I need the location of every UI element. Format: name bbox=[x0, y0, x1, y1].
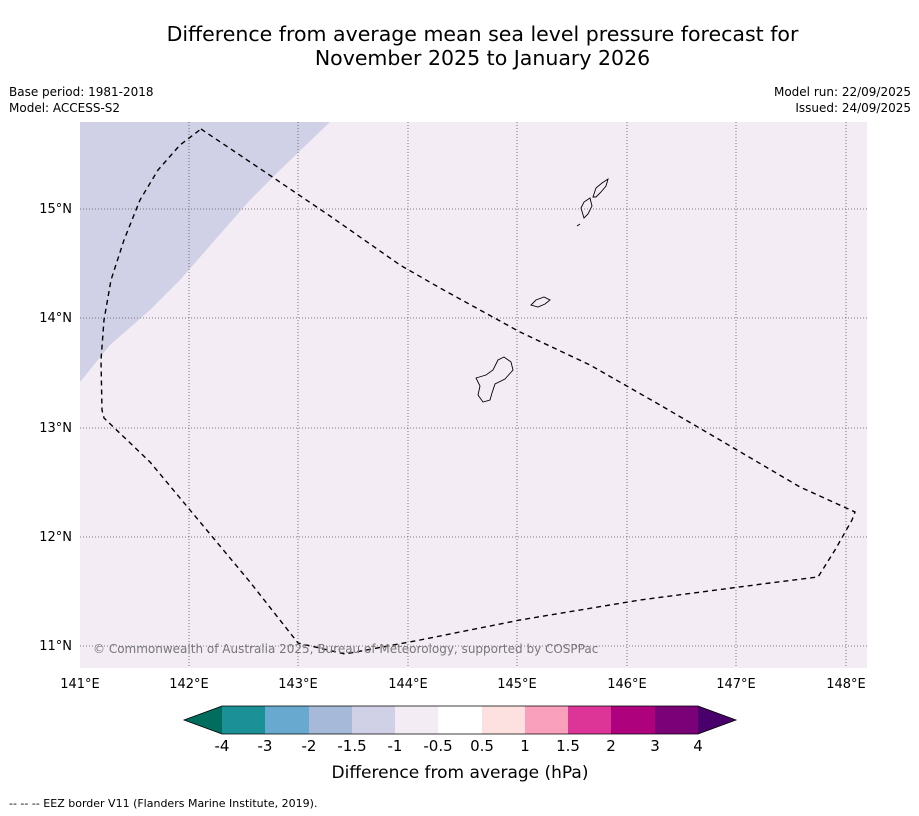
colorbar-title: Difference from average (hPa) bbox=[332, 763, 589, 783]
eez-footnote: -- -- -- EEZ border V11 (Flanders Marine… bbox=[9, 797, 318, 810]
colorbar-label: 3 bbox=[650, 737, 660, 755]
gridlines bbox=[80, 122, 867, 668]
colorbar-label: 1 bbox=[520, 737, 530, 755]
meta-left: Base period: 1981-2018 Model: ACCESS-S2 bbox=[9, 84, 154, 116]
copyright-text: © Commonwealth of Australia 2025, Bureau… bbox=[93, 642, 598, 656]
lon-label-146e: 146°E bbox=[607, 677, 647, 692]
lat-label-11n: 11°N bbox=[39, 639, 72, 654]
lon-label-148e: 148°E bbox=[826, 677, 866, 692]
island-aguijan bbox=[576, 223, 581, 227]
colorbar-label: -0.5 bbox=[423, 737, 452, 755]
lon-label-144e: 144°E bbox=[388, 677, 428, 692]
colorbar-label: -4 bbox=[215, 737, 230, 755]
colorbar-swatch-8 bbox=[525, 706, 568, 734]
colorbar-label: -3 bbox=[258, 737, 273, 755]
issued-date: Issued: 24/09/2025 bbox=[795, 101, 911, 115]
colorbar-extend-low bbox=[184, 706, 222, 734]
lat-labels: 15°N 14°N 13°N 12°N 11°N bbox=[39, 202, 72, 654]
colorbar-labels: -4 -3 -2 -1.5 -1 -0.5 0.5 1 1.5 2 3 4 bbox=[215, 737, 703, 755]
title-line-2: November 2025 to January 2026 bbox=[314, 46, 651, 70]
lon-label-145e: 145°E bbox=[497, 677, 537, 692]
colorbar-swatch-7 bbox=[482, 706, 525, 734]
colorbar-label: 2 bbox=[606, 737, 616, 755]
colorbar-swatch-10 bbox=[611, 706, 655, 734]
lon-label-142e: 142°E bbox=[169, 677, 209, 692]
colorbar-label: -1 bbox=[388, 737, 403, 755]
lon-label-141e: 141°E bbox=[60, 677, 100, 692]
colorbar-extend-high bbox=[698, 706, 736, 734]
colorbar-label: 4 bbox=[693, 737, 703, 755]
chart-title: Difference from average mean sea level p… bbox=[60, 22, 905, 70]
lon-label-143e: 143°E bbox=[278, 677, 318, 692]
lat-label-13n: 13°N bbox=[39, 421, 72, 436]
lat-label-15n: 15°N bbox=[39, 202, 72, 217]
negative-anomaly-region bbox=[80, 122, 330, 382]
lon-label-147e: 147°E bbox=[716, 677, 756, 692]
colorbar-label: -1.5 bbox=[337, 737, 366, 755]
colorbar: -4 -3 -2 -1.5 -1 -0.5 0.5 1 1.5 2 3 4 Di… bbox=[182, 705, 738, 783]
colorbar-swatch-5 bbox=[395, 706, 438, 734]
colorbar-swatch-1 bbox=[222, 706, 265, 734]
model-run: Model run: 22/09/2025 bbox=[773, 85, 911, 99]
eez-border bbox=[100, 128, 856, 655]
colorbar-swatch-11 bbox=[655, 706, 698, 734]
colorbar-swatch-3 bbox=[309, 706, 352, 734]
model-name: Model: ACCESS-S2 bbox=[9, 101, 121, 115]
title-line-1: Difference from average mean sea level p… bbox=[166, 22, 799, 46]
base-period: Base period: 1981-2018 bbox=[9, 85, 154, 99]
meta-right: Model run: 22/09/2025 Issued: 24/09/2025 bbox=[774, 84, 911, 116]
island-guam bbox=[475, 356, 514, 403]
lon-labels: 141°E 142°E 143°E 144°E 145°E 146°E 147°… bbox=[60, 677, 866, 692]
colorbar-swatch-4 bbox=[352, 706, 395, 734]
colorbar-label: 1.5 bbox=[556, 737, 580, 755]
island-tinian bbox=[580, 197, 593, 219]
lat-label-12n: 12°N bbox=[39, 530, 72, 545]
colorbar-swatch-6 bbox=[438, 706, 482, 734]
islands bbox=[475, 177, 609, 403]
colorbar-swatch-9 bbox=[568, 706, 611, 734]
colorbar-outline bbox=[182, 705, 738, 735]
island-rota bbox=[530, 296, 551, 308]
colorbar-label: 0.5 bbox=[470, 737, 494, 755]
island-saipan bbox=[592, 177, 609, 198]
colorbar-label: -2 bbox=[302, 737, 317, 755]
colorbar-swatch-2 bbox=[265, 706, 309, 734]
lat-label-14n: 14°N bbox=[39, 311, 72, 326]
